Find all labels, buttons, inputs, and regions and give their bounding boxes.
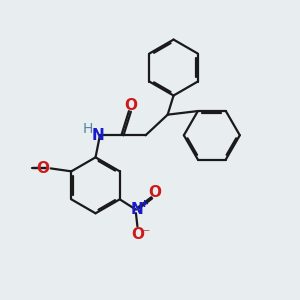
Text: N: N: [92, 128, 105, 143]
Text: N: N: [130, 202, 143, 217]
Text: ⁻: ⁻: [142, 227, 150, 242]
Text: O: O: [148, 185, 161, 200]
Text: +: +: [140, 199, 149, 209]
Text: O: O: [131, 227, 144, 242]
Text: O: O: [124, 98, 137, 113]
Text: H: H: [82, 122, 93, 136]
Text: O: O: [36, 161, 49, 176]
